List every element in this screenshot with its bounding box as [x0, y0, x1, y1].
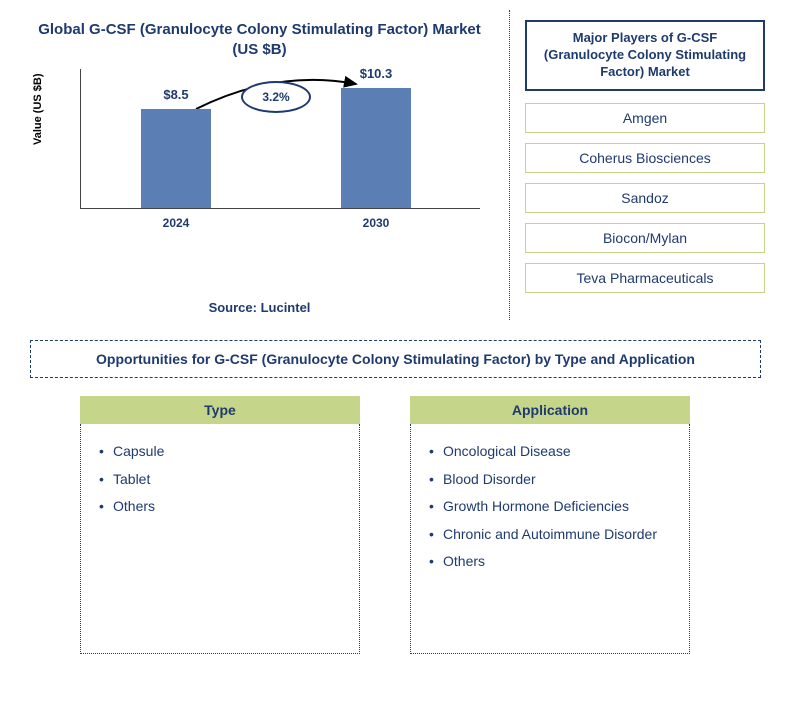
- players-panel: Major Players of G-CSF (Granulocyte Colo…: [510, 10, 780, 320]
- opportunities-section: Opportunities for G-CSF (Granulocyte Col…: [10, 330, 781, 664]
- bar-2030: $10.3: [341, 88, 411, 208]
- player-item: Coherus Biosciences: [525, 143, 765, 173]
- bar-2024: $8.5: [141, 109, 211, 208]
- list-item: Others: [429, 548, 671, 576]
- opportunity-column: TypeCapsuleTabletOthers: [80, 396, 360, 654]
- bar-label-2030: $10.3: [341, 66, 411, 81]
- opportunities-title: Opportunities for G-CSF (Granulocyte Col…: [30, 340, 761, 378]
- column-header: Type: [80, 396, 360, 424]
- column-body: Oncological DiseaseBlood DisorderGrowth …: [410, 424, 690, 654]
- column-body: CapsuleTabletOthers: [80, 424, 360, 654]
- bars-container: 3.2% $8.5 2024 $10.3 2030: [80, 69, 480, 209]
- x-label-2030: 2030: [341, 216, 411, 230]
- bar-label-2024: $8.5: [141, 87, 211, 102]
- x-label-2024: 2024: [141, 216, 211, 230]
- player-item: Amgen: [525, 103, 765, 133]
- chart-panel: Global G-CSF (Granulocyte Colony Stimula…: [10, 10, 510, 320]
- column-header: Application: [410, 396, 690, 424]
- list-item: Blood Disorder: [429, 466, 671, 494]
- list-item: Oncological Disease: [429, 438, 671, 466]
- chart-area: Value (US $B) 3.2% $8.5 2024: [60, 69, 489, 249]
- list-item: Others: [99, 493, 341, 521]
- growth-rate-value: 3.2%: [262, 90, 289, 104]
- players-title: Major Players of G-CSF (Granulocyte Colo…: [525, 20, 765, 91]
- player-item: Teva Pharmaceuticals: [525, 263, 765, 293]
- player-item: Biocon/Mylan: [525, 223, 765, 253]
- opportunity-column: ApplicationOncological DiseaseBlood Diso…: [410, 396, 690, 654]
- growth-rate-oval: 3.2%: [241, 81, 311, 113]
- list-item: Capsule: [99, 438, 341, 466]
- chart-title: Global G-CSF (Granulocyte Colony Stimula…: [30, 20, 489, 59]
- player-item: Sandoz: [525, 183, 765, 213]
- list-item: Tablet: [99, 466, 341, 494]
- players-list: Amgen Coherus Biosciences Sandoz Biocon/Myl…: [525, 103, 765, 293]
- list-item: Chronic and Autoimmune Disorder: [429, 521, 671, 549]
- y-axis-label: Value (US $B): [32, 73, 44, 145]
- top-section: Global G-CSF (Granulocyte Colony Stimula…: [10, 10, 781, 320]
- source-text: Source: Lucintel: [209, 300, 311, 315]
- list-item: Growth Hormone Deficiencies: [429, 493, 671, 521]
- opportunities-columns: TypeCapsuleTabletOthersApplicationOncolo…: [30, 396, 761, 654]
